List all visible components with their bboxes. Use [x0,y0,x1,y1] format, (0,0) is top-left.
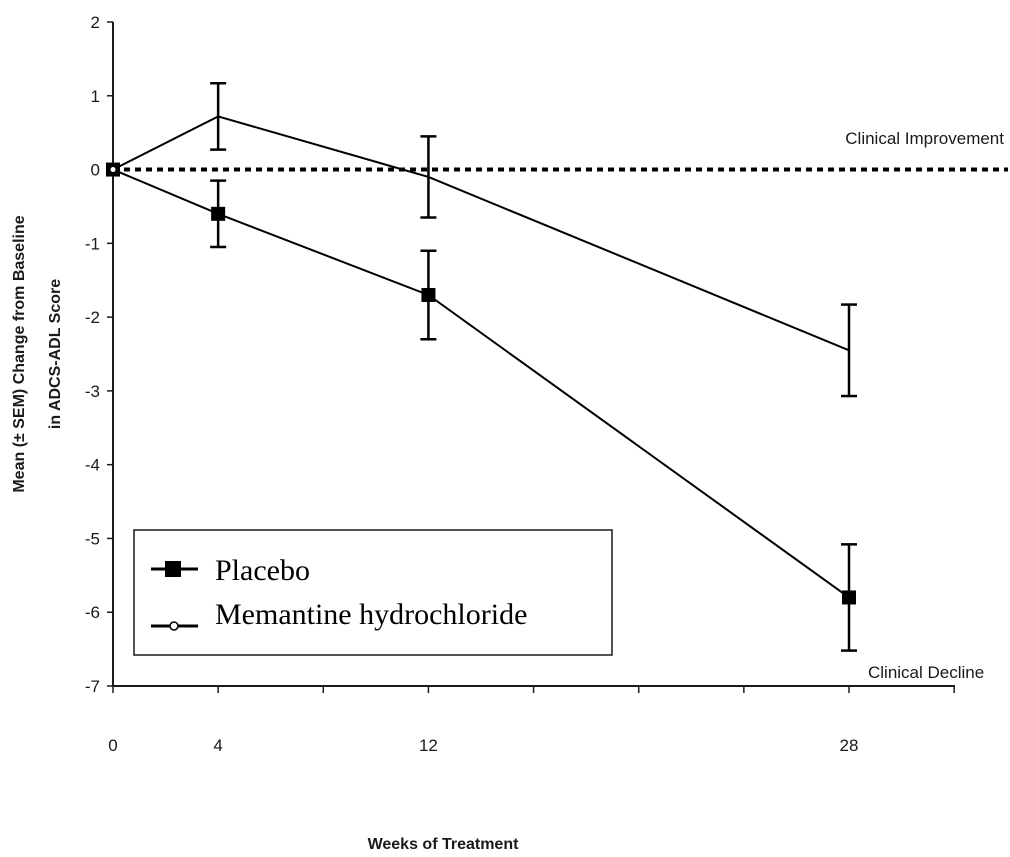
y-tick-label: -3 [85,382,100,401]
y-tick-label: -7 [85,677,100,696]
data-point-memantine [109,166,117,174]
legend-item-memantine: Memantine hydrochloride [151,598,527,631]
y-tick-label: -5 [85,529,100,548]
legend-item-placebo: Placebo [151,554,310,587]
legend-label-placebo: Placebo [215,554,310,587]
y-ticks: 2 1 0 -1 -2 -3 -4 -5 -6 -7 [85,13,113,696]
y-tick-label: 1 [91,87,100,106]
series-line-memantine [112,115,850,352]
x-tick-label: 12 [419,736,438,755]
y-tick-label: 0 [91,161,100,180]
x-tick-label: 4 [213,736,222,755]
y-tick-label: -6 [85,603,100,622]
y-tick-label: 2 [91,13,100,32]
series-line-placebo [112,168,850,599]
legend-box [133,529,613,656]
x-tick-label: 0 [108,736,117,755]
legend-label-memantine: Memantine hydrochloride [215,598,527,631]
y-tick-label: -4 [85,456,100,475]
y-tick-label: -1 [85,234,100,253]
legend-marker-placebo [165,561,181,577]
series [106,81,857,652]
y-axis-title: Mean (± SEM) Change from Baseline in ADC… [11,215,64,492]
data-point-placebo [421,287,436,302]
data-point-placebo [842,590,856,605]
improvement-annotation: Clinical Improvement [845,129,1004,148]
y-axis-title-line1: Mean (± SEM) Change from Baseline [11,215,28,492]
x-ticks: 0 4 12 28 [108,686,955,755]
x-tick-label: 28 [840,736,859,755]
x-axis-title: Weeks of Treatment [368,836,520,853]
legend-marker-memantine [169,621,179,631]
decline-annotation: Clinical Decline [868,663,984,682]
data-point-placebo [211,206,226,221]
y-tick-label: -2 [85,308,100,327]
legend: Placebo Memantine hydrochloride [133,529,613,656]
y-axis-title-line2: in ADCS-ADL Score [47,279,64,429]
